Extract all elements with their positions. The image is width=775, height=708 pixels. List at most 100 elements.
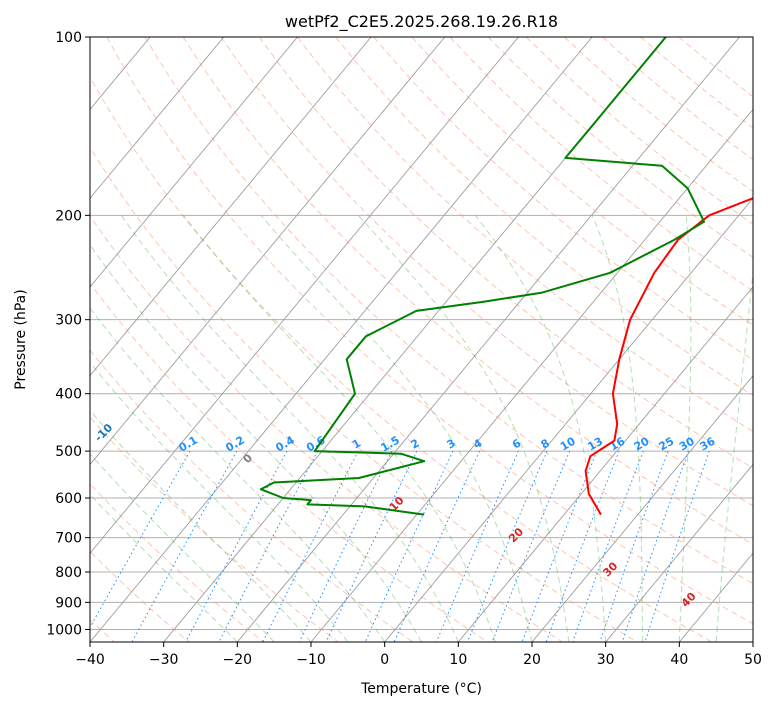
isotherm-line <box>236 37 740 642</box>
dry-adiabat-line <box>564 37 753 193</box>
moist-adiabat-line <box>591 215 643 642</box>
x-tick-label: 20 <box>523 652 541 668</box>
isotherm-line <box>384 197 753 642</box>
isotherm-line <box>310 108 753 642</box>
dry-adiabat-line <box>144 37 753 585</box>
isotherm-line <box>678 552 753 642</box>
isotherm-line <box>90 37 298 288</box>
moist-adiabat-line <box>90 453 275 642</box>
x-tick-label: 0 <box>380 652 389 668</box>
isotherm-line <box>90 37 225 199</box>
dry-adiabat-line <box>90 483 264 642</box>
mixing-ratio-label: 3 <box>445 437 458 452</box>
mixing-ratio-line <box>185 450 288 642</box>
mixing-ratio-line <box>572 450 644 642</box>
moist-adiabat-label: 40 <box>679 590 699 610</box>
isotherm-line <box>90 37 519 554</box>
y-tick-label: 400 <box>55 387 82 403</box>
moist-adiabat-line <box>183 214 496 642</box>
dry-adiabat-line <box>258 37 753 469</box>
moist-adiabat-line <box>90 243 422 642</box>
moist-adiabat-line <box>260 214 533 642</box>
dry-adiabat-line <box>297 37 753 432</box>
mixing-ratio-line <box>621 450 690 642</box>
mixing-ratio-lines <box>90 450 710 642</box>
dry-adiabat-line <box>90 146 638 642</box>
mixing-ratio-line <box>467 450 548 642</box>
y-tick-label: 1000 <box>46 622 82 638</box>
mixing-ratio-line <box>491 450 571 642</box>
isotherm-line <box>0 37 77 642</box>
dry-adiabat-line <box>373 37 753 361</box>
grid-layer <box>0 37 753 642</box>
moist-adiabat-line <box>715 266 753 642</box>
y-axis-label: Pressure (hPa) <box>13 289 29 389</box>
chart-title: wetPf2_C2E5.2025.268.19.26.R18 <box>285 12 558 32</box>
mixing-ratio-line <box>393 450 481 642</box>
dry-adiabat-line <box>90 416 339 642</box>
mixing-ratio-line <box>599 450 669 642</box>
x-tick-label: −40 <box>75 652 105 668</box>
x-tick-label: 30 <box>597 652 615 668</box>
x-tick-label: 40 <box>670 652 688 668</box>
mixing-ratio-line <box>90 450 191 629</box>
x-axis-label: Temperature (°C) <box>360 681 482 697</box>
dry-adiabat-line <box>335 37 753 396</box>
isotherm-line <box>90 37 593 642</box>
dry-adiabat-line <box>220 37 753 507</box>
dewpoint-profile-line <box>259 37 706 516</box>
y-tick-label: 700 <box>55 531 82 547</box>
mixing-ratio-line <box>364 450 454 642</box>
isotherm-line <box>457 286 753 642</box>
dry-adiabat-line <box>90 215 563 642</box>
mixing-ratio-line <box>218 450 319 642</box>
dry-adiabats <box>90 37 753 642</box>
mixing-ratio-line <box>325 450 418 642</box>
moist-adiabat-line <box>475 214 607 642</box>
dry-adiabat-line <box>602 37 753 161</box>
moist-adiabats <box>90 214 753 642</box>
dry-adiabat-line <box>90 76 712 642</box>
dry-adiabat-line <box>90 282 488 642</box>
dry-adiabat-label: -20 <box>9 392 32 415</box>
mixing-ratio-label: 2 <box>408 437 421 452</box>
moist-adiabat-line <box>678 215 692 642</box>
y-tick-label: 900 <box>55 595 82 611</box>
dry-adiabat-line <box>678 37 753 98</box>
y-tick-label: 500 <box>55 444 82 460</box>
isotherm-line <box>605 463 753 642</box>
dry-adiabat-line <box>106 37 753 625</box>
moist-adiabat-line <box>358 214 570 642</box>
isotherm-line <box>90 37 446 466</box>
moist-adiabat-line <box>90 361 349 642</box>
x-tick-label: 10 <box>449 652 467 668</box>
isopleth-labels: 0.10.20.40.611.52346810131620253036-100-… <box>9 392 718 610</box>
x-tick-label: −30 <box>149 652 179 668</box>
y-tick-label: 800 <box>55 565 82 581</box>
moist-adiabat-line <box>90 493 238 642</box>
temperature-profile-line <box>584 197 753 516</box>
y-tick-label: 100 <box>55 30 82 46</box>
dry-adiabat-line <box>411 37 753 326</box>
y-tick-label: 200 <box>55 208 82 224</box>
y-tick-label: 300 <box>55 313 82 329</box>
dry-adiabat-line <box>640 37 753 129</box>
isotherm-line <box>0 37 3 642</box>
moist-adiabat-label: 0 <box>241 451 256 466</box>
profile-series <box>259 37 753 516</box>
dry-adiabat-line <box>90 349 414 642</box>
isotherm-line <box>90 37 372 377</box>
moist-adiabat-line <box>90 307 386 642</box>
isotherm-line <box>752 641 753 642</box>
mixing-ratio-label: 4 <box>471 436 484 451</box>
plot-frame <box>89 36 754 643</box>
moist-adiabat-line <box>120 215 459 642</box>
dry-adiabat-line <box>182 37 753 545</box>
mixing-ratio-line <box>262 450 359 642</box>
dry-adiabat-line <box>449 37 753 292</box>
moist-adiabat-label: 20 <box>506 525 526 545</box>
moist-adiabat-line <box>90 409 312 642</box>
x-tick-label: −20 <box>223 652 253 668</box>
isotherm-line <box>531 375 753 642</box>
